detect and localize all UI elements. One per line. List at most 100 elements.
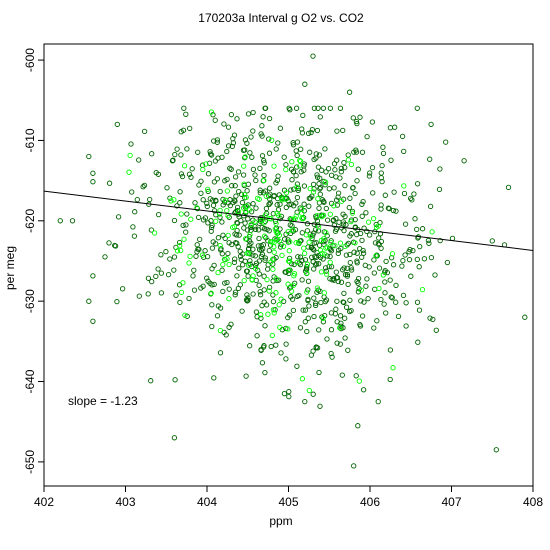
data-point-dark bbox=[378, 202, 384, 208]
data-point-bright bbox=[224, 207, 230, 214]
data-point-dark bbox=[302, 81, 308, 87]
data-point-dark bbox=[228, 166, 234, 172]
data-point-dark bbox=[343, 304, 350, 310]
data-point-dark bbox=[205, 188, 211, 195]
data-point-dark bbox=[174, 146, 180, 152]
data-point-dark bbox=[213, 241, 219, 247]
data-point-dark bbox=[158, 252, 164, 258]
data-point-dark bbox=[358, 298, 364, 304]
x-axis: 402 403 404 405 406 407 408 bbox=[34, 486, 543, 509]
data-point-dark bbox=[230, 135, 236, 142]
data-point-dark bbox=[253, 177, 259, 184]
data-point-dark bbox=[383, 310, 389, 316]
data-point-dark bbox=[220, 196, 226, 203]
data-point-dark bbox=[328, 327, 335, 333]
data-point-dark bbox=[390, 262, 397, 268]
data-point-dark bbox=[342, 335, 348, 341]
data-point-bright bbox=[222, 197, 229, 203]
data-point-dark bbox=[324, 233, 330, 239]
data-point-dark bbox=[261, 157, 267, 164]
data-point-dark bbox=[219, 154, 225, 160]
data-point-bright bbox=[261, 220, 267, 226]
data-point-dark bbox=[388, 157, 394, 163]
data-point-dark bbox=[254, 333, 260, 339]
data-point-dark bbox=[320, 319, 327, 325]
data-point-dark bbox=[302, 398, 308, 405]
data-point-dark bbox=[345, 240, 352, 247]
data-point-dark bbox=[365, 295, 371, 302]
data-point-bright bbox=[249, 277, 255, 283]
data-point-bright bbox=[178, 211, 184, 217]
data-point-dark bbox=[371, 270, 377, 276]
data-point-dark bbox=[343, 222, 349, 228]
data-point-bright bbox=[293, 213, 299, 219]
data-point-dark bbox=[281, 390, 288, 397]
data-point-dark bbox=[183, 222, 189, 228]
data-point-dark bbox=[281, 154, 287, 160]
data-point-bright bbox=[327, 259, 333, 265]
data-point-dark bbox=[86, 298, 92, 304]
data-point-dark bbox=[267, 200, 273, 206]
data-point-dark bbox=[273, 146, 279, 152]
data-point-dark bbox=[334, 298, 340, 304]
data-point-dark bbox=[322, 146, 328, 152]
data-point-dark bbox=[352, 190, 358, 197]
data-point-dark bbox=[329, 354, 335, 360]
data-point-dark bbox=[247, 343, 253, 349]
data-point-bright bbox=[274, 210, 280, 216]
data-point-bright bbox=[215, 269, 221, 276]
data-point-dark bbox=[136, 157, 142, 163]
data-point-dark bbox=[346, 89, 353, 95]
data-point-dark bbox=[374, 318, 380, 324]
data-point-dark bbox=[359, 149, 366, 155]
data-point-dark bbox=[260, 246, 266, 252]
data-point-dark bbox=[310, 246, 316, 252]
data-point-bright bbox=[264, 276, 270, 283]
data-point-bright bbox=[208, 109, 215, 115]
data-point-dark bbox=[270, 298, 277, 305]
data-point-dark bbox=[436, 186, 443, 193]
data-point-dark bbox=[315, 105, 321, 111]
data-point-dark bbox=[379, 162, 385, 169]
data-point-bright bbox=[254, 195, 261, 202]
data-point-dark bbox=[328, 350, 334, 357]
data-point-dark bbox=[286, 388, 292, 395]
data-point-dark bbox=[300, 307, 306, 313]
data-point-dark bbox=[256, 258, 263, 264]
data-point-dark bbox=[265, 262, 271, 268]
data-point-dark bbox=[243, 268, 250, 274]
data-point-dark bbox=[189, 166, 195, 172]
data-point-dark bbox=[234, 220, 241, 226]
data-point-bright bbox=[188, 216, 194, 222]
data-point-dark bbox=[197, 236, 203, 243]
data-point-dark bbox=[257, 190, 263, 196]
data-point-bright bbox=[294, 259, 300, 266]
data-point-bright bbox=[314, 213, 321, 219]
data-point-bright bbox=[180, 280, 186, 286]
data-point-dark bbox=[313, 300, 319, 306]
data-point-dark bbox=[248, 134, 254, 140]
data-point-dark bbox=[393, 282, 399, 289]
data-point-dark bbox=[204, 203, 210, 210]
data-point-dark bbox=[340, 127, 346, 134]
data-point-dark bbox=[334, 340, 340, 346]
data-point-dark bbox=[342, 164, 348, 171]
data-point-dark bbox=[304, 328, 310, 335]
data-point-dark bbox=[312, 227, 319, 233]
data-point-dark bbox=[332, 228, 339, 234]
data-point-dark bbox=[522, 314, 528, 320]
data-point-dark bbox=[314, 172, 320, 178]
data-point-dark bbox=[316, 261, 322, 267]
data-point-bright bbox=[358, 287, 364, 293]
data-point-dark bbox=[214, 313, 221, 319]
data-point-dark bbox=[270, 292, 276, 298]
data-point-bright bbox=[294, 184, 300, 190]
data-point-bright bbox=[181, 236, 187, 242]
data-point-bright bbox=[244, 203, 250, 209]
data-point-dark bbox=[228, 321, 234, 327]
data-point-bright bbox=[226, 296, 232, 302]
data-point-dark bbox=[220, 232, 226, 238]
data-point-bright bbox=[321, 290, 327, 296]
data-point-dark bbox=[347, 195, 353, 201]
x-tick-label: 408 bbox=[523, 495, 543, 509]
